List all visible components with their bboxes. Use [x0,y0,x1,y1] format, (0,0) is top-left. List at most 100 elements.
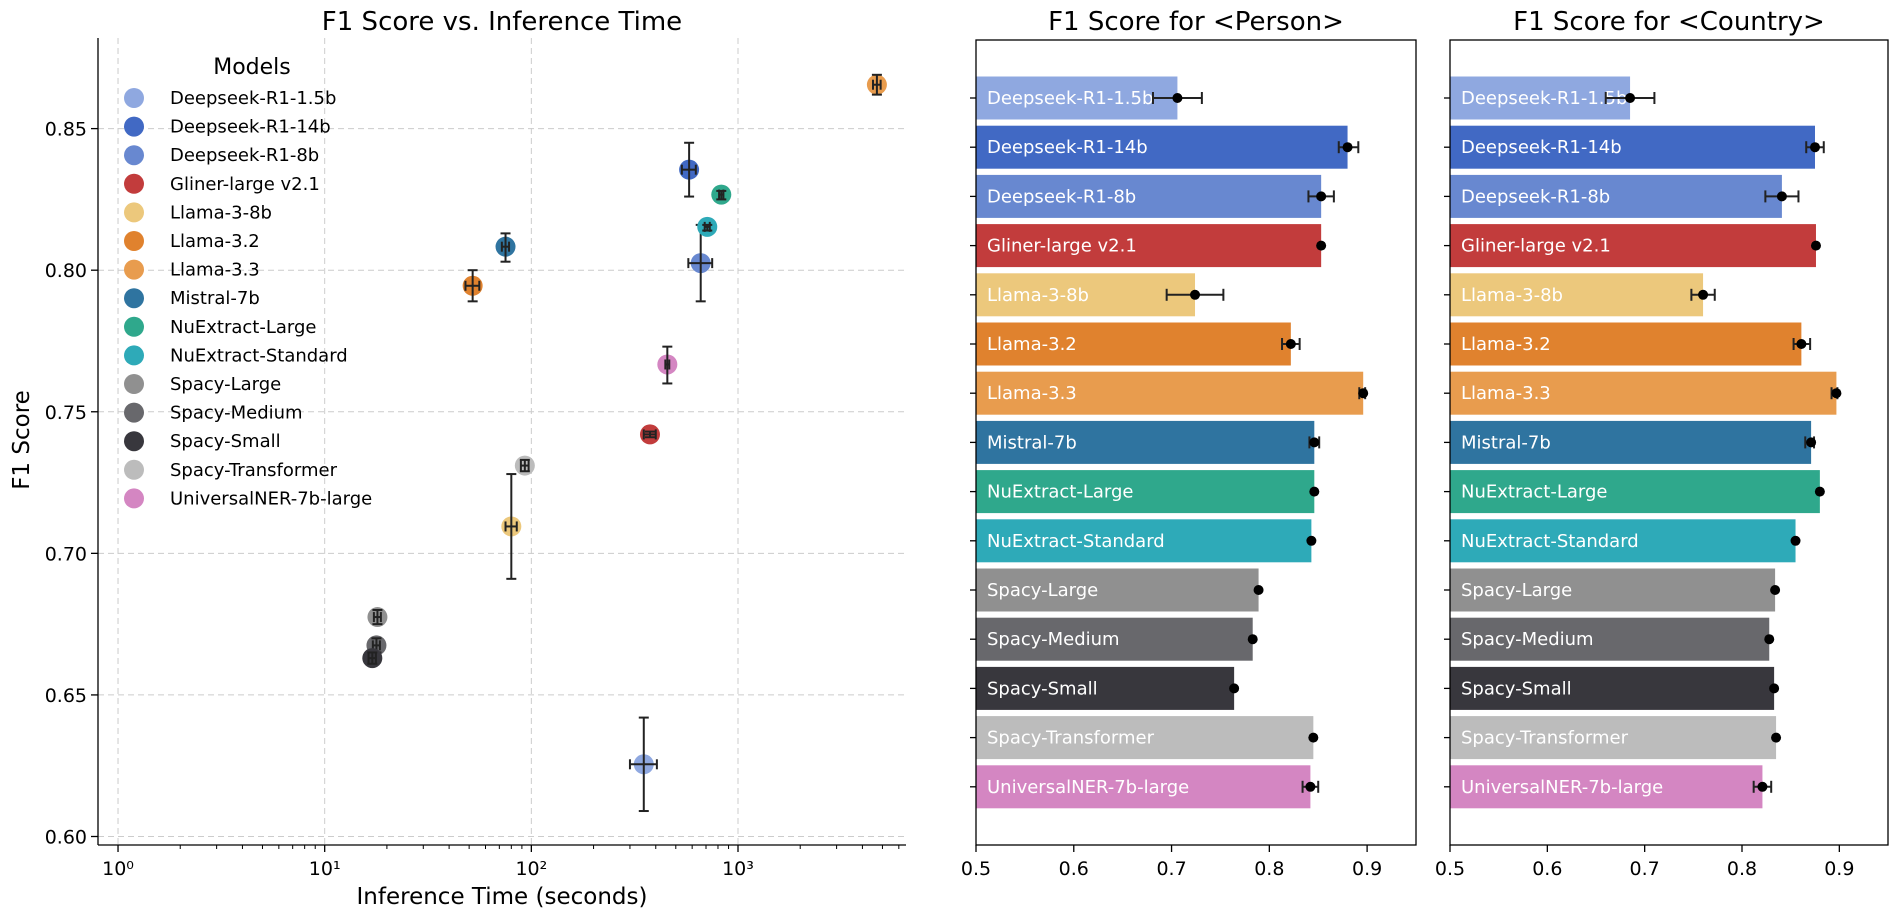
point-spacy-transformer [514,455,535,476]
legend-item-llama-3-2: Llama-3.2 [124,231,260,252]
bar-rect [976,420,1315,464]
legend-label: Llama-3-8b [170,202,272,223]
bar-llama-3-2: Llama-3.2 [1444,322,1812,366]
mean-dot [1172,93,1183,103]
mean-dot [1229,683,1240,694]
bar-rect [1450,716,1777,760]
point-llama-3-8b [501,473,522,580]
scatter-panel: 10⁰ 10¹ 10² 10³ 0.60 0.65 0.70 0.75 0.80 0.85 F1… [9,7,906,908]
bar-label: Spacy-Transformer [987,728,1155,749]
bar-label: Spacy-Small [1461,678,1572,699]
legend-marker [124,202,144,223]
bar-label: Llama-3.3 [1461,383,1551,404]
bar-rect [976,371,1364,415]
bar-rect [1450,765,1763,809]
person-panel: Deepseek-R1-1.5b Deepseek-R1-14b Deepseek-… [961,7,1417,880]
bar-rect [1450,174,1782,218]
scatter-points [362,73,887,813]
bar-rect [1450,617,1770,661]
bar-label: Spacy-Large [1461,580,1572,601]
mean-dot [1769,683,1780,694]
bar-deepseek-r1-14b: Deepseek-R1-14b [1444,125,1825,169]
bar-deepseek-r1-8b: Deepseek-R1-8b [1444,174,1800,218]
x-tick-label: 0.6 [1532,858,1562,880]
legend-label: Spacy-Transformer [170,460,338,481]
x-tick-label: 0.6 [1059,858,1089,880]
bar-rect [976,765,1311,809]
x-tick-label: 0.7 [1630,858,1660,880]
legend-label: Spacy-Small [170,431,281,452]
legend-marker [124,459,144,480]
bar-label: Llama-3.2 [987,334,1077,355]
legend-marker [124,316,144,337]
x-tick-label: 10³ [722,858,754,880]
mean-dot [1770,585,1781,595]
legend-label: Deepseek-R1-14b [170,117,331,138]
bar-rect [1450,322,1802,366]
point-spacy-large [367,607,388,628]
x-tick-label: 0.5 [1435,858,1465,880]
legend-marker [124,288,144,309]
legend-marker [124,145,144,166]
legend-marker [124,402,144,423]
bar-rect [976,273,1196,317]
point-nuextract-standard [697,216,718,237]
bar-nuextract-large: NuExtract-Large [970,470,1320,514]
bar-deepseek-r1-8b: Deepseek-R1-8b [970,174,1335,218]
country-title: F1 Score for <Country> [1513,7,1825,37]
bar-label: Deepseek-R1-8b [1461,186,1610,207]
bar-label: Llama-3.3 [987,383,1077,404]
x-tick-label: 10² [515,858,547,880]
bar-rect [976,519,1312,563]
bar-label: Deepseek-R1-14b [1461,137,1622,158]
bar-rect [1450,224,1816,268]
point-universalner-7b-large [657,345,678,385]
legend-item-spacy-large: Spacy-Large [124,374,281,395]
legend-item-llama-3-3: Llama-3.3 [124,259,260,281]
scatter-title: F1 Score vs. Inference Time [322,7,682,37]
legend-label: Spacy-Large [170,374,281,395]
mean-dot [1285,339,1296,349]
bar-rect [1450,666,1775,710]
legend-title: Models [213,55,291,80]
legend-label: Gliner-large v2.1 [170,174,320,195]
point-deepseek-r1-1-5b [628,716,658,813]
y-tick-label: 0.85 [45,119,87,141]
bar-label: Deepseek-R1-1.5b [1461,88,1627,109]
bar-label: NuExtract-Standard [987,531,1165,552]
point-deepseek-r1-8b [687,223,714,303]
bar-llama-3-3: Llama-3.3 [970,371,1369,415]
y-tick-label: 0.60 [45,827,87,849]
bar-rect [976,322,1291,366]
person-bars: Deepseek-R1-1.5b Deepseek-R1-14b Deepseek-… [970,76,1369,809]
bar-nuextract-standard: NuExtract-Standard [1444,519,1801,563]
bar-universalner-7b-large: UniversalNER-7b-large [970,765,1320,809]
bar-label: Mistral-7b [987,432,1077,453]
bar-label: Deepseek-R1-1.5b [987,88,1153,109]
bar-spacy-transformer: Spacy-Transformer [1444,716,1782,760]
mean-dot [1814,486,1825,497]
legend-item-spacy-transformer: Spacy-Transformer [124,459,338,481]
mean-dot [1831,388,1842,399]
point-deepseek-r1-14b [679,141,700,198]
legend-label: Deepseek-R1-8b [170,145,319,166]
legend-marker [124,116,144,137]
bar-rect [976,470,1315,514]
legend-marker [124,431,144,452]
legend-item-mistral-7b: Mistral-7b [124,288,260,309]
bar-nuextract-standard: NuExtract-Standard [970,519,1317,563]
x-tick-label: 0.5 [961,858,991,880]
legend-label: Spacy-Medium [170,403,303,424]
bar-rect [1450,125,1815,169]
legend-item-spacy-medium: Spacy-Medium [124,402,303,424]
bar-label: Deepseek-R1-14b [987,137,1148,158]
mean-dot [1316,191,1327,202]
bar-label: Gliner-large v2.1 [987,236,1137,257]
bar-deepseek-r1-1-5b: Deepseek-R1-1.5b [1444,76,1656,120]
point-nuextract-large [711,184,732,205]
legend-marker [124,488,144,509]
bar-label: NuExtract-Large [1461,482,1607,503]
mean-dot [1316,240,1327,251]
mean-dot [1305,781,1316,792]
bar-label: NuExtract-Large [987,482,1133,503]
